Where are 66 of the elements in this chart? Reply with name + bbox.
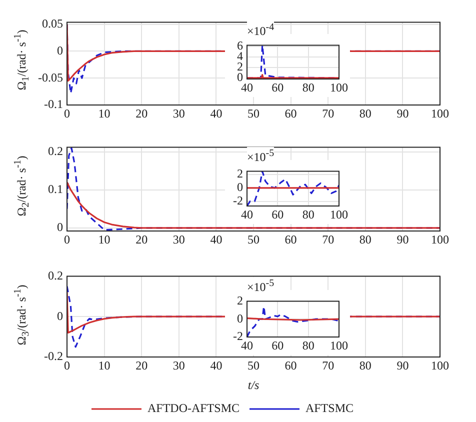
- x-tick-label: 100: [330, 338, 348, 352]
- x-tick-label: 60: [272, 207, 284, 222]
- x-tick-label: 20: [136, 358, 148, 372]
- x-tick-label: 60: [284, 358, 297, 372]
- legend-label: AFTSMC: [306, 401, 354, 416]
- x-tick-label: 10: [98, 358, 110, 372]
- x-tick-label: 80: [302, 338, 314, 352]
- x-tick-label: 10: [98, 106, 110, 120]
- x-tick-label: 80: [359, 106, 372, 120]
- y-tick-label: -2: [233, 329, 243, 344]
- x-tick-label: 90: [396, 232, 409, 246]
- x-tick-label: 100: [431, 232, 449, 246]
- x-tick-label: 50: [248, 106, 260, 120]
- x-tick-label: 40: [241, 207, 253, 222]
- x-tick-label: 20: [136, 232, 148, 246]
- annotation: ×10$^{-5}$: [247, 147, 274, 164]
- x-tick-label: 100: [330, 207, 348, 222]
- x-tick-label: 80: [302, 207, 314, 222]
- x-tick-label: 90: [396, 106, 409, 120]
- x-tick-label: 20: [136, 106, 148, 120]
- y-tick-label: 2: [237, 166, 243, 181]
- x-tick-label: 40: [210, 106, 222, 120]
- x-tick-label: 70: [322, 232, 334, 246]
- y-tick-label: 2: [237, 293, 243, 308]
- x-tick-label: 40: [241, 338, 253, 352]
- x-tick-label: 60: [284, 232, 297, 246]
- x-tick-label: 100: [431, 106, 449, 120]
- y-tick-label: -0.2: [44, 349, 63, 364]
- x-tick-label: 40: [210, 232, 222, 246]
- y-tick-label: -0.1: [44, 97, 63, 112]
- y-tick-label: 0: [57, 308, 63, 323]
- y-tick-label: 0: [57, 220, 63, 234]
- y-tick-label: 0.2: [48, 144, 63, 158]
- x-tick-label: 80: [359, 358, 372, 372]
- y-tick-label: 0: [237, 311, 243, 326]
- x-tick-label: 50: [248, 358, 260, 372]
- x-tick-label: 40: [241, 80, 253, 94]
- x-tick-label: 60: [284, 106, 297, 120]
- y-tick-label: 0.1: [48, 182, 63, 196]
- x-tick-label: 30: [172, 106, 185, 120]
- x-axis-title: t/s: [248, 378, 260, 392]
- x-tick-label: 40: [210, 358, 222, 372]
- x-tick-label: 60: [272, 80, 284, 94]
- y-tick-label: 0.2: [48, 268, 63, 282]
- x-tick-label: 70: [322, 106, 334, 120]
- x-tick-label: 30: [172, 232, 185, 246]
- annotation: ×10$^{-4}$: [247, 21, 274, 38]
- x-tick-label: 80: [302, 80, 314, 94]
- x-tick-label: 90: [396, 358, 409, 372]
- legend-label: AFTDO-AFTSMC: [147, 401, 240, 416]
- y-tick-label: -0.05: [38, 70, 63, 84]
- x-tick-label: 100: [330, 80, 348, 94]
- annotation: ×10$^{-5}$: [247, 277, 274, 294]
- x-tick-label: 100: [431, 358, 449, 372]
- x-tick-label: 10: [98, 232, 110, 246]
- y-tick-label: 0: [237, 180, 243, 194]
- y-tick-label: 0: [57, 43, 63, 58]
- x-tick-label: 80: [359, 232, 372, 246]
- line-series: [247, 171, 339, 206]
- line-series: [247, 306, 339, 337]
- x-tick-label: 30: [172, 358, 185, 372]
- x-tick-label: 60: [272, 338, 284, 352]
- y-tick-label: 0.05: [42, 16, 63, 31]
- x-tick-label: 50: [248, 232, 260, 246]
- x-tick-label: 70: [322, 358, 334, 372]
- y-tick-label: -2: [233, 193, 243, 208]
